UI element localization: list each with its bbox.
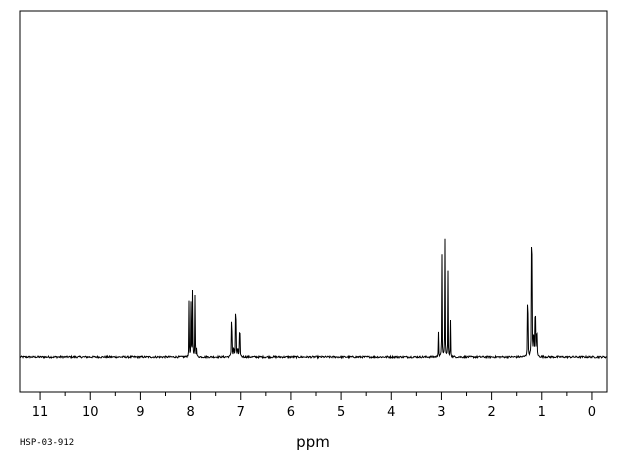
x-tick-label: 10 (82, 405, 99, 420)
x-tick-label: 1 (538, 405, 546, 420)
x-tick-label: 11 (32, 405, 49, 420)
x-tick-label: 4 (387, 405, 395, 420)
x-axis-title: ppm (296, 433, 330, 451)
major-ticks (39, 392, 593, 400)
x-tick-label: 2 (487, 405, 495, 420)
spectrum-id-label: HSP-03-912 (20, 438, 74, 448)
x-tick-label: 7 (237, 405, 245, 420)
x-tick-label: 0 (588, 405, 596, 420)
x-tick-label: 6 (287, 405, 295, 420)
x-tick-labels: 11 10 9 8 7 6 5 4 3 2 1 0 (32, 405, 596, 420)
spectrum-trace (19, 238, 608, 360)
x-tick-label: 8 (186, 405, 194, 420)
minor-ticks (64, 392, 568, 396)
x-tick-label: 9 (136, 405, 144, 420)
x-tick-label: 5 (337, 405, 345, 420)
plot-frame (19, 10, 608, 393)
x-tick-label: 3 (437, 405, 445, 420)
